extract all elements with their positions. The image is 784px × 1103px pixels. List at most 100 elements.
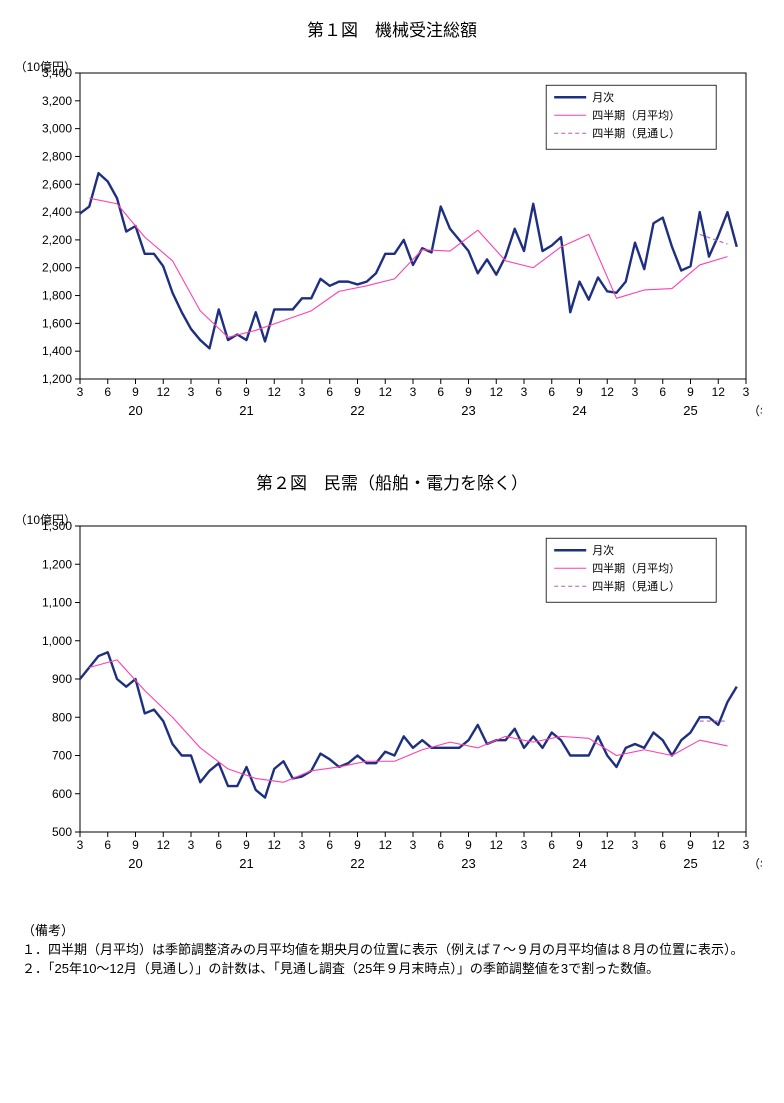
svg-text:21: 21 <box>239 856 253 871</box>
svg-text:6: 6 <box>104 838 111 852</box>
svg-text:6: 6 <box>326 838 333 852</box>
svg-text:2,000: 2,000 <box>42 261 72 275</box>
svg-text:1,000: 1,000 <box>42 634 72 648</box>
svg-text:22: 22 <box>350 403 364 418</box>
notes-line-2: ２．「25年10～12月（見通し）」の計数は、「見通し調査（25年９月末時点）」… <box>22 960 762 978</box>
svg-text:月次: 月次 <box>592 543 614 557</box>
svg-text:6: 6 <box>104 385 111 399</box>
svg-text:3: 3 <box>743 838 750 852</box>
svg-text:3: 3 <box>188 838 195 852</box>
svg-text:9: 9 <box>132 385 139 399</box>
svg-text:6: 6 <box>437 385 444 399</box>
svg-text:3: 3 <box>410 385 417 399</box>
chart1-container: 第１図 機械受注総額 1,200 1,400 1,600 1,800 2,000 2,20… <box>10 16 774 439</box>
svg-text:3: 3 <box>521 838 528 852</box>
svg-text:3: 3 <box>188 385 195 399</box>
svg-text:3,000: 3,000 <box>42 122 72 136</box>
svg-text:6: 6 <box>548 838 555 852</box>
svg-text:3: 3 <box>299 838 306 852</box>
svg-text:1,100: 1,100 <box>42 596 72 610</box>
svg-text:22: 22 <box>350 856 364 871</box>
svg-text:3: 3 <box>632 385 639 399</box>
svg-text:6: 6 <box>659 838 666 852</box>
svg-text:四半期（月平均）: 四半期（月平均） <box>592 108 680 122</box>
svg-text:2,800: 2,800 <box>42 149 72 163</box>
chart2-title: 第２図 民需（船舶・電力を除く） <box>10 469 774 494</box>
svg-text:3: 3 <box>77 838 84 852</box>
svg-text:9: 9 <box>132 838 139 852</box>
svg-text:12: 12 <box>712 838 726 852</box>
notes-heading: （備考） <box>22 922 762 940</box>
svg-text:3: 3 <box>410 838 417 852</box>
svg-text:20: 20 <box>128 856 142 871</box>
svg-text:6: 6 <box>326 385 333 399</box>
chart1-title: 第１図 機械受注総額 <box>10 16 774 41</box>
svg-text:9: 9 <box>576 838 583 852</box>
svg-text:6: 6 <box>437 838 444 852</box>
svg-text:6: 6 <box>215 838 222 852</box>
notes-line-1: １．四半期（月平均）は季節調整済みの月平均値を期央月の位置に表示（例えば７～９月… <box>22 941 762 959</box>
svg-text:1,200: 1,200 <box>42 557 72 571</box>
svg-text:21: 21 <box>239 403 253 418</box>
svg-text:（年度）: （年度） <box>748 403 762 418</box>
svg-text:9: 9 <box>243 838 250 852</box>
svg-text:四半期（月平均）: 四半期（月平均） <box>592 561 680 575</box>
svg-text:四半期（見通し）: 四半期（見通し） <box>592 126 680 140</box>
svg-text:12: 12 <box>490 385 504 399</box>
svg-text:1,400: 1,400 <box>42 344 72 358</box>
svg-text:900: 900 <box>52 672 72 686</box>
svg-text:23: 23 <box>461 856 475 871</box>
chart1-plot: 1,200 1,400 1,600 1,800 2,000 2,200 2,400 2,600… <box>22 59 762 439</box>
svg-text:6: 6 <box>548 385 555 399</box>
svg-text:3: 3 <box>77 385 84 399</box>
notes: （備考） １．四半期（月平均）は季節調整済みの月平均値を期央月の位置に表示（例え… <box>22 922 762 979</box>
svg-text:12: 12 <box>601 385 615 399</box>
svg-text:12: 12 <box>490 838 504 852</box>
svg-text:23: 23 <box>461 403 475 418</box>
svg-text:3: 3 <box>632 838 639 852</box>
svg-text:9: 9 <box>354 838 361 852</box>
svg-text:1,200: 1,200 <box>42 372 72 386</box>
svg-text:（10億円）: （10億円） <box>22 513 76 527</box>
svg-text:（年度）: （年度） <box>748 856 762 871</box>
svg-text:600: 600 <box>52 787 72 801</box>
svg-text:6: 6 <box>215 385 222 399</box>
svg-text:12: 12 <box>379 385 393 399</box>
chart2-plot: 5006007008009001,0001,1001,2001,300（10億円… <box>22 512 762 892</box>
chart2-container: 第２図 民需（船舶・電力を除く） 5006007008009001,0001,1… <box>10 469 774 892</box>
svg-text:2,600: 2,600 <box>42 177 72 191</box>
svg-text:25: 25 <box>683 856 697 871</box>
svg-text:9: 9 <box>354 385 361 399</box>
svg-text:6: 6 <box>659 385 666 399</box>
svg-text:9: 9 <box>687 838 694 852</box>
svg-text:3: 3 <box>743 385 750 399</box>
svg-text:24: 24 <box>572 403 586 418</box>
svg-text:12: 12 <box>157 838 171 852</box>
svg-text:12: 12 <box>601 838 615 852</box>
svg-text:9: 9 <box>576 385 583 399</box>
svg-text:12: 12 <box>268 385 282 399</box>
svg-text:20: 20 <box>128 403 142 418</box>
svg-text:3: 3 <box>299 385 306 399</box>
svg-text:25: 25 <box>683 403 697 418</box>
svg-text:500: 500 <box>52 825 72 839</box>
svg-text:9: 9 <box>243 385 250 399</box>
svg-text:3: 3 <box>521 385 528 399</box>
svg-text:9: 9 <box>465 838 472 852</box>
svg-text:3,200: 3,200 <box>42 94 72 108</box>
svg-text:9: 9 <box>465 385 472 399</box>
svg-text:月次: 月次 <box>592 90 614 104</box>
svg-text:12: 12 <box>712 385 726 399</box>
svg-text:12: 12 <box>157 385 171 399</box>
svg-text:12: 12 <box>379 838 393 852</box>
svg-text:四半期（見通し）: 四半期（見通し） <box>592 579 680 593</box>
svg-text:9: 9 <box>687 385 694 399</box>
svg-text:2,400: 2,400 <box>42 205 72 219</box>
svg-text:800: 800 <box>52 710 72 724</box>
svg-text:12: 12 <box>268 838 282 852</box>
svg-text:2,200: 2,200 <box>42 233 72 247</box>
svg-text:1,800: 1,800 <box>42 289 72 303</box>
svg-text:（10億円）: （10億円） <box>22 60 76 74</box>
svg-text:24: 24 <box>572 856 586 871</box>
svg-text:1,600: 1,600 <box>42 316 72 330</box>
